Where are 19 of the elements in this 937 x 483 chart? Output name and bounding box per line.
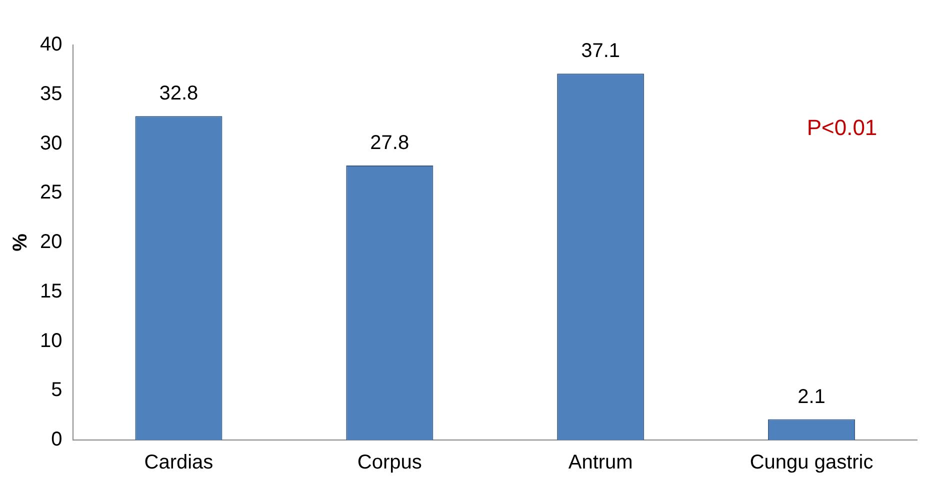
y-tick-label: 30 [40,132,62,154]
y-axis-title: % [10,233,32,252]
x-tick-label: Cardias [144,452,214,474]
y-tick-label: 25 [40,182,62,204]
x-tick-label: Cungu gastric [750,452,874,474]
y-tick-label: 40 [40,34,62,56]
x-tick-label: Antrum [568,452,633,474]
x-tick-label: Corpus [357,452,422,474]
y-tick-label: 0 [51,428,62,451]
data-label: 2.1 [798,386,826,408]
y-tick-label: 10 [40,330,62,352]
data-label: 32.8 [159,82,198,105]
y-tick-label: 20 [40,231,62,254]
y-tick-label: 5 [51,379,62,402]
y-tick-label: 15 [40,280,62,302]
y-tick-label: 35 [40,82,62,105]
data-label: 27.8 [370,132,410,154]
data-label: 37.1 [581,40,620,62]
annotation: P<0.01 [806,115,878,140]
